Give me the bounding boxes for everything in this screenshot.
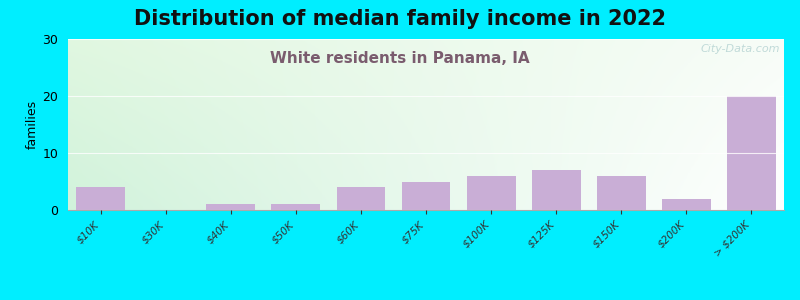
- Bar: [76, 187, 125, 210]
- Bar: [271, 204, 320, 210]
- Bar: [727, 96, 776, 210]
- Bar: [337, 187, 386, 210]
- Bar: [466, 176, 515, 210]
- Text: Distribution of median family income in 2022: Distribution of median family income in …: [134, 9, 666, 29]
- Text: City-Data.com: City-Data.com: [701, 44, 781, 54]
- Text: White residents in Panama, IA: White residents in Panama, IA: [270, 51, 530, 66]
- Bar: [662, 199, 710, 210]
- Bar: [206, 204, 255, 210]
- Y-axis label: families: families: [26, 100, 38, 149]
- Bar: [597, 176, 646, 210]
- Bar: [532, 170, 581, 210]
- Bar: [402, 182, 450, 210]
